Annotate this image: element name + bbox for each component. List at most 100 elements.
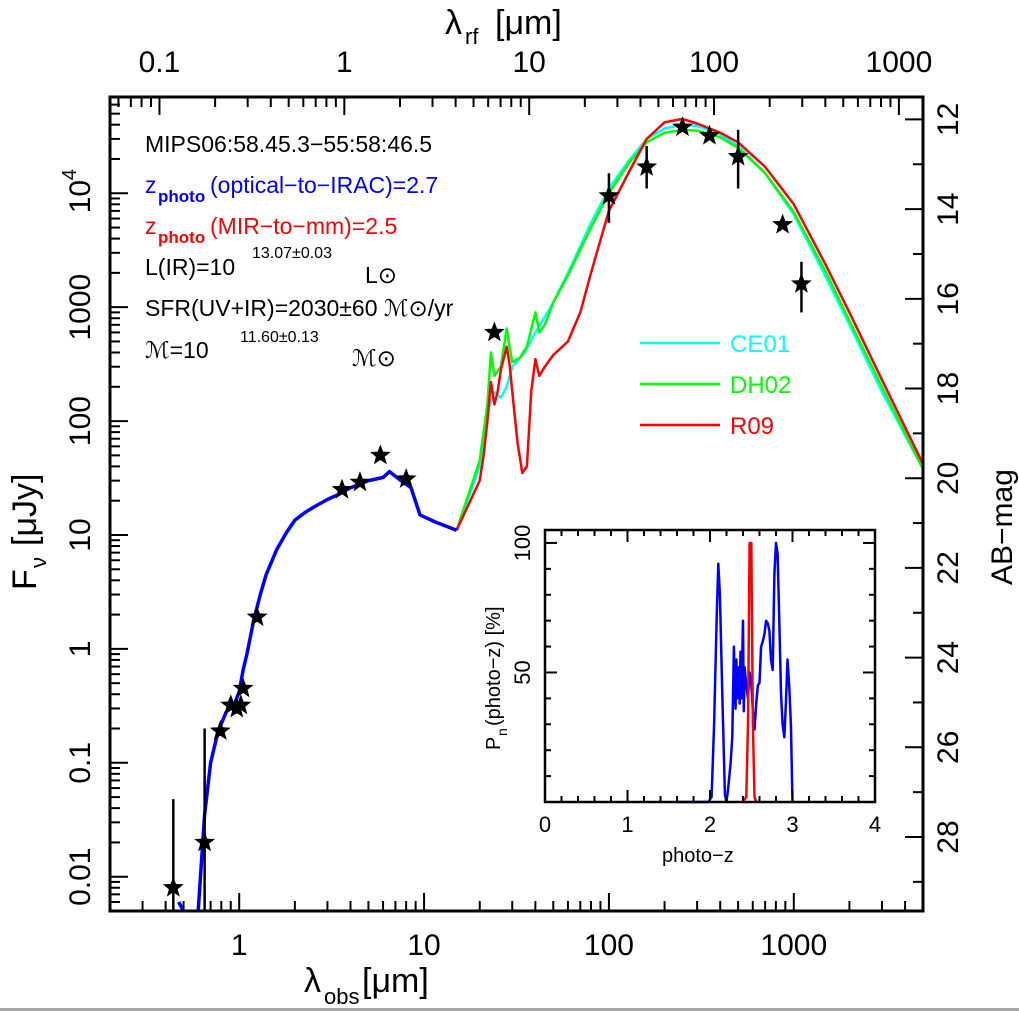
top-x-tick-label: 1 — [336, 46, 353, 79]
top-axis-title: λ rf [μm] — [445, 4, 562, 49]
left-axis-title-main: F — [6, 569, 44, 590]
right-y-tick-label: 22 — [932, 551, 965, 584]
photometry-star — [395, 468, 417, 488]
x-tick-label: 10 — [407, 929, 440, 962]
y-tick-label-exp: 4 — [59, 169, 81, 180]
photometry-star — [349, 471, 371, 492]
photometry-star — [194, 831, 216, 852]
main-axis-ticks — [109, 96, 924, 912]
legend-item-dh02: DH02 — [640, 372, 791, 399]
svg-text:ℳ⊙: ℳ⊙ — [352, 345, 396, 371]
right-y-tick-label: 24 — [932, 641, 965, 674]
right-y-tick-label: 28 — [932, 820, 965, 853]
series-line-optical-to-irac-stellar-template — [177, 469, 458, 911]
svg-text:n: n — [494, 728, 510, 736]
photometry-star — [369, 444, 391, 465]
photometry-star — [246, 606, 268, 626]
legend-item-r09: R09 — [640, 413, 774, 440]
inset-x-tick-label: 4 — [869, 812, 881, 837]
photometry-star — [331, 478, 353, 499]
right-y-tick-label: 12 — [932, 103, 965, 136]
svg-text:L(IR)=10: L(IR)=10 — [145, 254, 235, 280]
inset-y-tick-label: 50 — [510, 660, 535, 684]
bottom-axis-title-main: λ — [304, 962, 321, 1000]
photometry-star — [672, 116, 693, 137]
zphoto-mir-label: z photo (MIR−to−mm)=2.5 — [145, 213, 397, 247]
photometry-star — [772, 213, 794, 234]
lir-label: L(IR)=10 13.07±0.03 L⊙ — [145, 245, 397, 288]
legend-label-dh02: DH02 — [730, 372, 791, 399]
right-y-tick-label: 26 — [932, 731, 965, 764]
y-tick-label: 100 — [64, 396, 97, 446]
photometry-star — [209, 720, 231, 740]
y-tick-label: 1 — [64, 641, 97, 658]
y-tick-label: 104 — [59, 169, 97, 213]
x-tick-label: 1 — [231, 929, 248, 962]
svg-text:L⊙: L⊙ — [365, 262, 397, 288]
inset-x-axis-title: photo−z — [662, 845, 734, 867]
series-line-r09 — [455, 117, 923, 531]
inset-tick-labels: 0 1 2 3 4 50 100 — [510, 525, 881, 837]
svg-text:P: P — [483, 737, 505, 750]
main-plot-area — [162, 116, 923, 911]
legend-label-r09: R09 — [730, 413, 774, 440]
legend-label-ce01: CE01 — [730, 331, 790, 358]
y-tick-label-text: 1 — [64, 641, 97, 658]
svg-text:(optical−to−IRAC)=2.7: (optical−to−IRAC)=2.7 — [210, 172, 438, 198]
svg-text:photo: photo — [158, 228, 205, 247]
svg-text:z: z — [145, 172, 157, 198]
inset-x-tick-label: 2 — [704, 812, 716, 837]
right-axis-title: AB−mag — [986, 469, 1019, 585]
left-axis-title-sub: ν — [26, 557, 51, 568]
top-x-tick-label: 1000 — [866, 46, 933, 79]
svg-text:z: z — [145, 213, 157, 239]
legend-item-ce01: CE01 — [640, 331, 790, 358]
main-plot-frame — [108, 95, 925, 913]
inset-x-tick-label: 3 — [786, 812, 798, 837]
svg-text:13.07±0.03: 13.07±0.03 — [252, 245, 332, 262]
top-x-tick-label: 0.1 — [139, 46, 181, 79]
top-axis-title-sub: rf — [465, 24, 479, 49]
right-y-tick-label: 20 — [932, 462, 965, 495]
bottom-axis-title: λ obs [μm] — [304, 962, 429, 1009]
y-tick-label: 0.1 — [64, 742, 97, 784]
photometry-star — [230, 694, 252, 715]
top-axis-title-main: λ — [445, 4, 462, 42]
y-tick-label-text: 100 — [64, 396, 97, 446]
sfr-label: SFR(UV+IR)=2030±60 ℳ⊙/yr — [145, 295, 454, 321]
photometry-star — [232, 677, 254, 698]
inset-plot-area — [677, 541, 794, 804]
photometry-star — [727, 145, 749, 166]
series-group — [162, 116, 923, 911]
top-axis-title-unit: [μm] — [495, 4, 562, 42]
inset-y-tick-label: 100 — [510, 525, 535, 562]
top-x-tick-label: 100 — [689, 46, 739, 79]
right-y-tick-label: 18 — [932, 372, 965, 405]
zphoto-optical-label: z photo (optical−to−IRAC)=2.7 — [145, 172, 438, 206]
legend: CE01 DH02 R09 — [640, 331, 791, 440]
photometry-star — [791, 272, 812, 293]
photometry-star — [636, 156, 658, 176]
annotation-block: MIPS06:58.45.3−55:58:46.5 z photo (optic… — [145, 131, 454, 371]
left-axis-title: F ν [μJy] — [6, 474, 51, 590]
y-tick-label-text: 10 — [64, 518, 97, 551]
photometry-star — [220, 694, 242, 715]
y-tick-label: 0.01 — [64, 848, 97, 906]
y-tick-label-text: 0.1 — [64, 742, 97, 784]
x-tick-label: 100 — [584, 929, 634, 962]
svg-text:photo: photo — [158, 187, 205, 206]
inset-background — [545, 530, 875, 802]
bottom-axis-title-unit: [μm] — [362, 962, 429, 1000]
left-axis-title-unit: [μJy] — [6, 474, 44, 546]
svg-text:11.60±0.13: 11.60±0.13 — [240, 329, 319, 346]
inset-chart: 0 1 2 3 4 50 100 photo−z P n (photo−z) [%] — [483, 525, 881, 867]
bottom-border-rule — [0, 1008, 1019, 1011]
y-tick-label-base: 10 — [64, 180, 97, 213]
y-tick-label-text: 1000 — [64, 274, 97, 341]
top-x-tick-label: 10 — [513, 46, 546, 79]
right-y-tick-label: 14 — [932, 192, 965, 225]
right-y-tick-label: 16 — [932, 282, 965, 315]
svg-text:(photo−z) [%]: (photo−z) [%] — [483, 606, 505, 726]
